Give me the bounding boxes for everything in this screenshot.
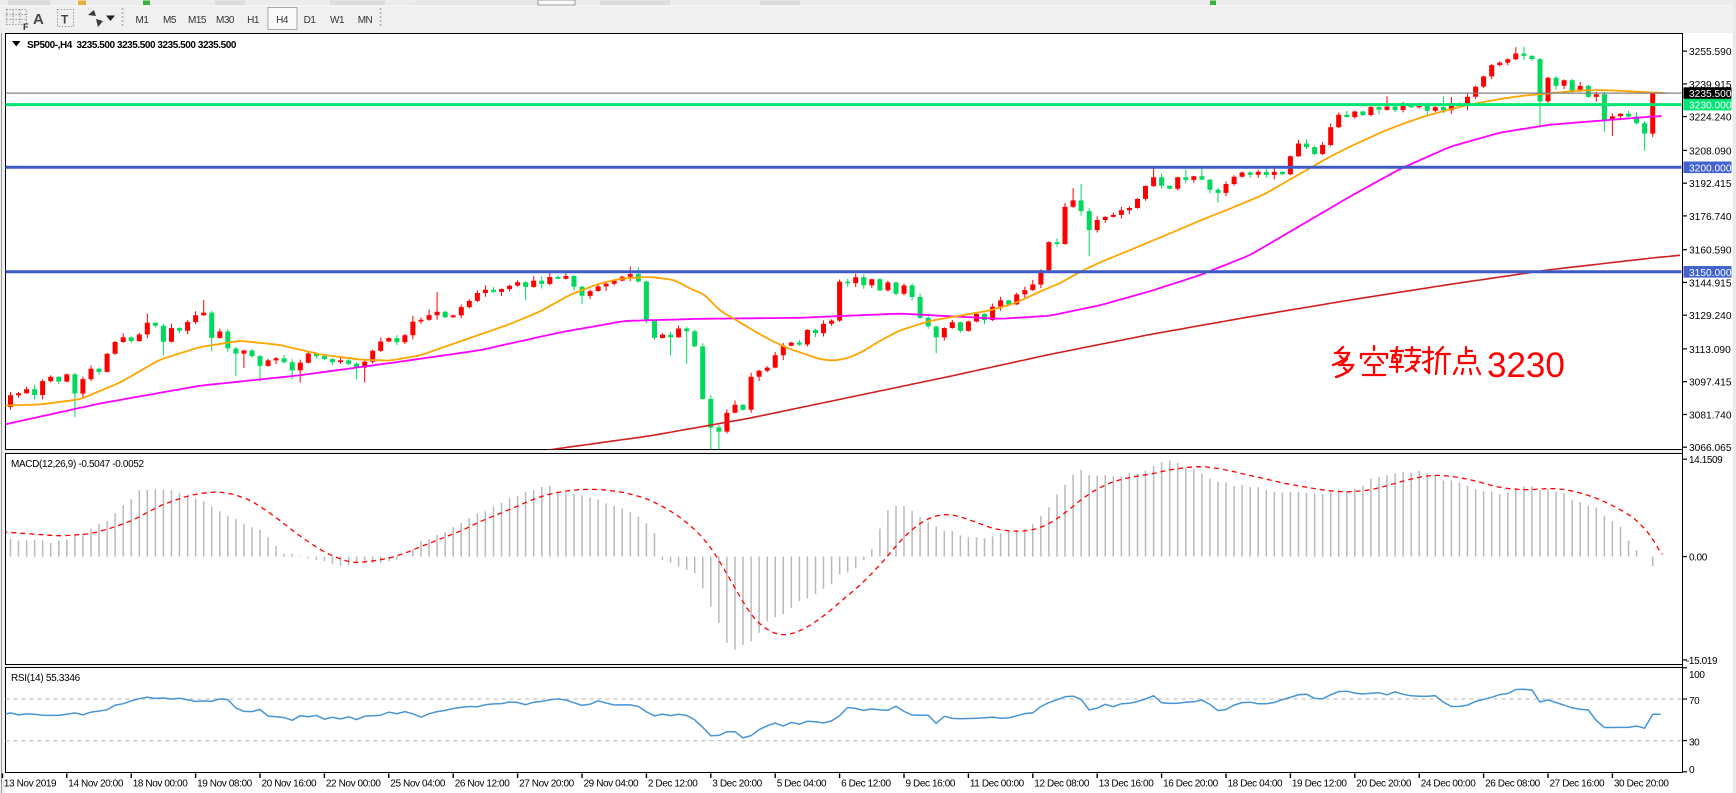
svg-text:F: F <box>23 22 29 32</box>
svg-text:19 Dec 12:00: 19 Dec 12:00 <box>1292 779 1348 790</box>
svg-text:RSI(14) 55.3346: RSI(14) 55.3346 <box>11 673 81 684</box>
svg-text:22 Nov 00:00: 22 Nov 00:00 <box>326 779 382 790</box>
svg-text:3066.065: 3066.065 <box>1689 443 1732 454</box>
svg-text:14.1509: 14.1509 <box>1689 455 1723 466</box>
svg-text:3097.415: 3097.415 <box>1689 378 1732 389</box>
svg-text:13 Dec 16:00: 13 Dec 16:00 <box>1099 779 1155 790</box>
svg-text:3230.000: 3230.000 <box>1689 101 1732 112</box>
svg-text:9 Dec 16:00: 9 Dec 16:00 <box>906 779 956 790</box>
svg-text:70: 70 <box>1689 696 1700 707</box>
svg-text:12 Dec 08:00: 12 Dec 08:00 <box>1034 779 1090 790</box>
svg-text:3230: 3230 <box>1487 346 1565 385</box>
svg-text:-15.019: -15.019 <box>1686 656 1718 667</box>
svg-text:6 Dec 12:00: 6 Dec 12:00 <box>841 779 891 790</box>
svg-text:27 Nov 20:00: 27 Nov 20:00 <box>519 779 575 790</box>
svg-text:3113.090: 3113.090 <box>1689 345 1731 356</box>
svg-text:5 Dec 04:00: 5 Dec 04:00 <box>777 779 827 790</box>
svg-text:M5: M5 <box>163 15 177 26</box>
svg-text:29 Nov 04:00: 29 Nov 04:00 <box>584 779 640 790</box>
svg-text:D1: D1 <box>304 15 317 26</box>
svg-text:MN: MN <box>358 15 373 26</box>
svg-text:A: A <box>33 11 44 28</box>
svg-text:11 Dec 00:00: 11 Dec 00:00 <box>970 779 1025 790</box>
svg-text:3200.000: 3200.000 <box>1689 163 1732 174</box>
svg-text:14 Nov 20:00: 14 Nov 20:00 <box>68 779 124 790</box>
svg-text:18 Dec 04:00: 18 Dec 04:00 <box>1228 779 1284 790</box>
svg-text:0.00: 0.00 <box>1689 553 1708 564</box>
svg-text:3144.915: 3144.915 <box>1689 278 1732 289</box>
svg-text:3224.240: 3224.240 <box>1689 113 1732 124</box>
svg-text:3235.500: 3235.500 <box>1689 89 1732 100</box>
svg-text:M15: M15 <box>188 15 207 26</box>
svg-text:19 Nov 08:00: 19 Nov 08:00 <box>197 779 253 790</box>
svg-text:3255.590: 3255.590 <box>1689 47 1732 58</box>
svg-text:24 Dec 00:00: 24 Dec 00:00 <box>1421 779 1477 790</box>
svg-text:M1: M1 <box>136 15 150 26</box>
svg-text:27 Dec 16:00: 27 Dec 16:00 <box>1550 779 1606 790</box>
svg-text:3129.240: 3129.240 <box>1689 311 1732 322</box>
svg-text:3150.000: 3150.000 <box>1689 268 1732 279</box>
svg-text:30: 30 <box>1689 738 1700 749</box>
svg-text:H4: H4 <box>276 15 289 26</box>
svg-text:2 Dec 12:00: 2 Dec 12:00 <box>648 779 698 790</box>
svg-text:3176.740: 3176.740 <box>1689 212 1732 223</box>
svg-text:H1: H1 <box>247 15 260 26</box>
svg-text:13 Nov 2019: 13 Nov 2019 <box>4 779 57 790</box>
svg-text:T: T <box>61 13 69 27</box>
svg-text:0: 0 <box>1689 765 1695 776</box>
svg-text:3192.415: 3192.415 <box>1689 179 1732 190</box>
svg-text:W1: W1 <box>330 15 345 26</box>
svg-text:SP500-,H4 3235.500 3235.500 3: SP500-,H4 3235.500 3235.500 3235.500 323… <box>27 40 237 51</box>
svg-text:3239.915: 3239.915 <box>1689 80 1732 91</box>
svg-text:3 Dec 20:00: 3 Dec 20:00 <box>712 779 762 790</box>
svg-text:20 Dec 20:00: 20 Dec 20:00 <box>1356 779 1412 790</box>
svg-text:3160.590: 3160.590 <box>1689 246 1732 257</box>
svg-text:M30: M30 <box>216 15 235 26</box>
svg-text:100: 100 <box>1689 670 1705 681</box>
svg-text:26 Nov 12:00: 26 Nov 12:00 <box>455 779 511 790</box>
svg-text:25 Nov 04:00: 25 Nov 04:00 <box>390 779 446 790</box>
svg-text:3081.740: 3081.740 <box>1689 411 1732 422</box>
svg-text:20 Nov 16:00: 20 Nov 16:00 <box>262 779 318 790</box>
svg-text:MACD(12,26,9) -0.5047 -0.0052: MACD(12,26,9) -0.5047 -0.0052 <box>11 459 144 470</box>
svg-text:3208.090: 3208.090 <box>1689 146 1732 157</box>
svg-text:26 Dec 08:00: 26 Dec 08:00 <box>1485 779 1541 790</box>
svg-text:18 Nov 00:00: 18 Nov 00:00 <box>133 779 189 790</box>
svg-text:16 Dec 20:00: 16 Dec 20:00 <box>1163 779 1219 790</box>
svg-text:30 Dec 20:00: 30 Dec 20:00 <box>1614 779 1670 790</box>
